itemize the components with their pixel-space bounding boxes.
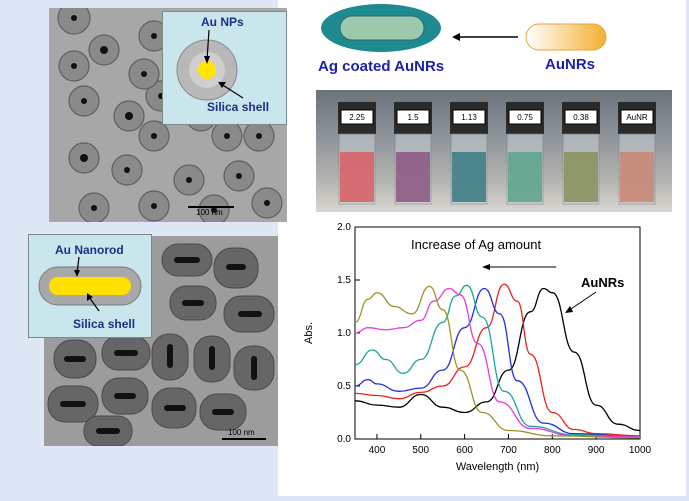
inset-label-au-nanorod: Au Nanorod — [55, 243, 124, 257]
annotation-aunrs-pointer — [567, 291, 597, 312]
vial-liquid — [508, 152, 542, 202]
right-edge-strip — [686, 0, 689, 501]
y-tick-label: 0.0 — [337, 434, 351, 445]
inset-au-nps-svg — [176, 29, 244, 101]
vial-label-box — [452, 109, 486, 125]
series-line — [354, 287, 641, 438]
bottom-edge-strip — [278, 496, 689, 501]
inset-au-nanorod-svg — [38, 256, 142, 312]
y-tick-label: 0.5 — [337, 381, 351, 392]
annotation-aunrs: AuNRs — [581, 275, 624, 290]
vial-liquid — [564, 152, 598, 202]
x-tick-label: 900 — [588, 445, 605, 456]
vial-label: 0.38 — [573, 113, 589, 122]
gold-rods — [60, 257, 262, 434]
inset-label-silica-shell: Silica shell — [207, 100, 270, 114]
y-tick-label: 1.0 — [337, 328, 351, 339]
gold-core-icon — [198, 61, 216, 79]
vial-label: AuNR — [626, 113, 648, 122]
vial-label: 1.5 — [407, 113, 419, 122]
vial-liquid — [452, 152, 486, 202]
inset-label-au-nps: Au NPs — [201, 15, 244, 29]
vial-label-box — [508, 109, 542, 125]
vial-label: 1.13 — [461, 113, 477, 122]
absorbance-chart: 400 500 600 700 800 900 1000 0.0 0.5 1.0 1.5 2.0 Wav… — [303, 222, 652, 473]
vial-label-box — [564, 109, 598, 125]
x-tick-label: 600 — [456, 445, 473, 456]
ag-coated-rod-inner — [339, 15, 425, 41]
series-line — [354, 284, 641, 438]
series-line — [354, 285, 641, 439]
tem-image-nanorods — [44, 236, 278, 446]
y-tick-label: 2.0 — [337, 222, 351, 233]
annotation-increase-ag: Increase of Ag amount — [411, 237, 541, 252]
x-tick-label: 800 — [544, 445, 561, 456]
scale-label-bottom: 100 nm — [228, 428, 255, 437]
vial-label: 0.75 — [517, 113, 533, 122]
vial-label-box — [396, 109, 430, 125]
vial-label: 2.25 — [349, 113, 365, 122]
x-tick-label: 700 — [500, 445, 517, 456]
vials-svg: 2.25 1.5 1.13 0.75 0.38 AuNR — [338, 102, 656, 205]
y-axis-label: Abs. — [303, 322, 315, 344]
series-line — [354, 283, 641, 437]
annotation-aunrs-arrowhead — [565, 306, 573, 313]
x-tick-label: 500 — [412, 445, 429, 456]
gold-rod-icon — [49, 277, 131, 295]
inset-au-nanorod: Au Nanorod Silica shell — [28, 234, 152, 338]
y-tick-label: 1.5 — [337, 275, 351, 286]
vial-liquid — [620, 152, 654, 202]
label-ag-coated-aunrs: Ag coated AuNRs — [318, 58, 445, 75]
label-aunrs: AuNRs — [545, 56, 596, 73]
series-line — [354, 287, 641, 432]
vial-label-box — [340, 109, 374, 125]
vials-photo: 2.25 1.5 1.13 0.75 0.38 AuNR — [316, 90, 672, 212]
series-line — [354, 287, 641, 438]
aunr-rod-icon — [525, 23, 607, 51]
scale-label-top: 100 nm — [196, 208, 223, 217]
vial-liquid — [340, 152, 374, 202]
schematic-diagram — [321, 4, 607, 52]
x-tick-label: 1000 — [629, 445, 652, 456]
gold-cores — [71, 15, 270, 213]
tem-nanorods-svg — [47, 243, 275, 446]
inset-au-nps: Au NPs Silica shell — [162, 11, 287, 125]
x-axis-label: Wavelength (nm) — [456, 461, 539, 473]
annotation-arrowhead — [482, 264, 490, 270]
scale-bar-bottom — [222, 438, 266, 440]
vial-label-box — [620, 109, 654, 125]
vial-liquid — [396, 152, 430, 202]
inset-label-silica-shell-2: Silica shell — [73, 317, 136, 331]
scale-bar-top — [188, 206, 234, 208]
x-tick-label: 400 — [369, 445, 386, 456]
